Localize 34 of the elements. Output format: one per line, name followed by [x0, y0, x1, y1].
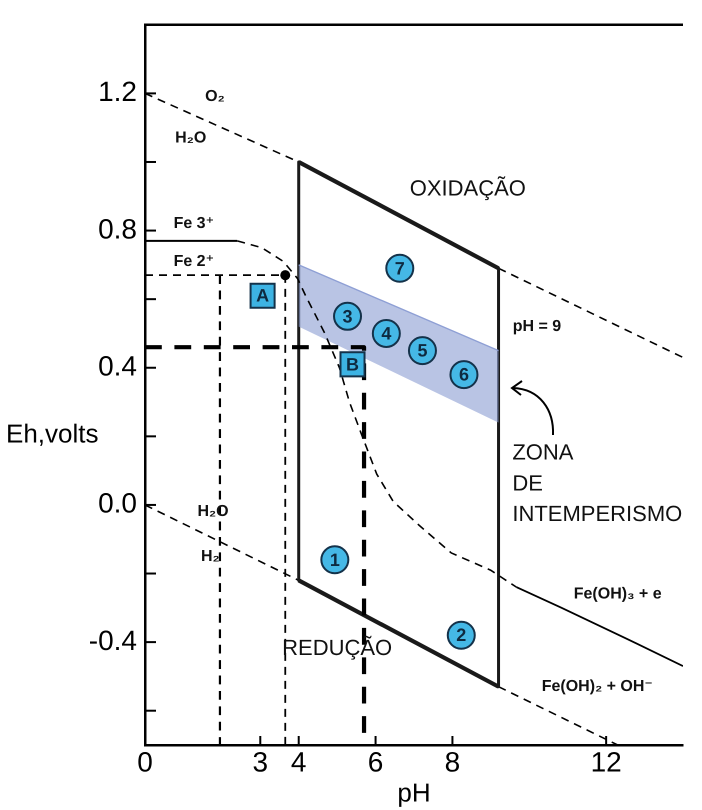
y-tick-label: 0.0	[98, 488, 137, 519]
y-axis-title: Eh,volts	[6, 418, 98, 448]
annotation: Fe(OH)₂ + OH⁻	[542, 678, 653, 696]
series-label: B	[346, 354, 360, 374]
annotation: H₂O	[175, 129, 206, 146]
x-axis-title: pH	[397, 778, 431, 808]
series-label: 6	[458, 364, 469, 385]
y-tick-label: 0.8	[98, 213, 137, 244]
x-tick-label: 3	[252, 746, 268, 778]
series-label: 3	[342, 306, 353, 326]
series-label: 2	[456, 625, 466, 646]
annotation: Fe 3⁺	[174, 215, 214, 232]
x-tick-label: 8	[444, 746, 460, 778]
series-label: 1	[330, 550, 340, 570]
annotation: H₂O	[197, 503, 229, 520]
annotation: REDUÇÃO	[282, 635, 392, 660]
annotation: H₂	[200, 548, 220, 565]
annotation: Fe 2⁺	[174, 252, 214, 270]
x-tick-label: 6	[368, 746, 384, 778]
series-label: 5	[417, 340, 428, 361]
annotation: O₂	[205, 88, 225, 106]
annotation: pH = 9	[512, 318, 562, 336]
x-tick-label: 0	[137, 746, 153, 778]
y-tick-label: 1.2	[98, 76, 137, 108]
series-label: 7	[394, 258, 405, 278]
y-tick-label: -0.4	[88, 624, 137, 656]
x-tick-label: 12	[590, 746, 622, 778]
x-tick-label: 4	[290, 746, 307, 778]
series-label: A	[256, 286, 270, 306]
annotation: Fe(OH)₃ + e	[574, 586, 662, 603]
y-tick-label: 0.4	[98, 350, 137, 382]
annotation: OXIDAÇÃO	[410, 175, 526, 200]
series-label: 4	[381, 323, 392, 344]
annotation: ZONA DE INTEMPERISMO	[512, 440, 682, 526]
